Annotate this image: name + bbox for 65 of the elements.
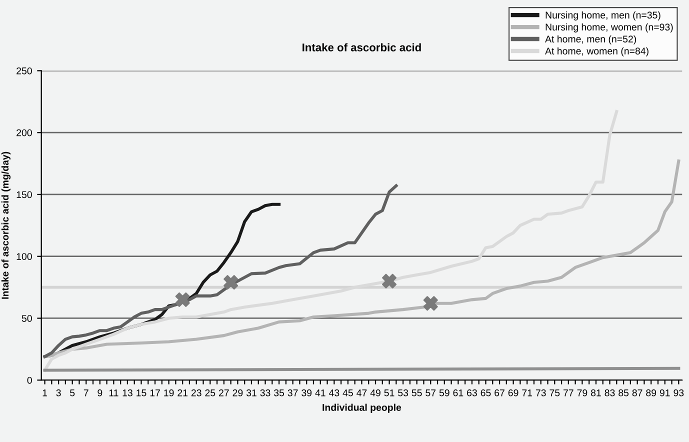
x-tick-label: 83	[604, 389, 615, 396]
x-tick-label: 87	[632, 389, 642, 396]
x-tick-label: 93	[674, 389, 684, 396]
legend-label: Nursing home, women (n=93)	[546, 23, 673, 32]
x-tick-label: 33	[260, 389, 270, 396]
x-tick-label: 67	[494, 389, 504, 396]
x-tick-label: 5	[70, 390, 75, 396]
x-tick-label: 89	[646, 389, 656, 396]
x-tick-label: 3	[56, 389, 61, 396]
y-tick-label: 150	[16, 191, 32, 198]
x-tick-label: 25	[205, 389, 216, 396]
x-tick-label: 53	[398, 389, 408, 396]
x-tick-label: 43	[328, 389, 340, 396]
point	[224, 275, 238, 290]
x-tick-label: 59	[439, 389, 450, 396]
y-tick-label: 0	[27, 376, 32, 384]
x-tick-label: 1	[42, 390, 48, 396]
x-tick-label: 91	[660, 389, 670, 396]
x-tick-label: 73	[536, 389, 546, 396]
point	[382, 274, 397, 288]
x-tick-label: 63	[467, 389, 477, 396]
point	[423, 296, 438, 311]
point	[175, 292, 190, 307]
y-tick-label: 100	[16, 253, 32, 260]
x-tick-label: 27	[219, 389, 229, 396]
x-tick-label: 65	[480, 389, 491, 396]
x-tick-label: 19	[164, 389, 174, 396]
x-axis-title: Individual people	[322, 404, 402, 413]
x-tick-label: 79	[577, 389, 588, 396]
line-series	[43, 160, 680, 358]
x-tick-label: 17	[150, 390, 160, 396]
legend-label: At home, men (n=52)	[545, 35, 636, 44]
y-tick-label: 50	[22, 314, 32, 322]
y-axis-title: Intake of ascorbic acid (mg/day)	[1, 152, 11, 299]
x-tick-label: 29	[232, 389, 243, 396]
y-tick-label: 200	[16, 129, 32, 136]
x-tick-label: 39	[302, 389, 312, 396]
x-tick-label: 85	[618, 389, 629, 396]
x-tick-label: 71	[522, 390, 532, 396]
x-tick-label: 9	[98, 389, 102, 396]
x-tick-label: 49	[370, 389, 380, 396]
x-tick-label: 7	[84, 390, 88, 396]
x-tick-label: 13	[122, 389, 132, 396]
x-tick-label: 41	[315, 390, 326, 396]
x-tick-label: 61	[453, 389, 464, 396]
x-tick-label: 15	[136, 390, 146, 396]
x-tick-label: 47	[356, 390, 367, 396]
x-tick-label: 57	[426, 390, 436, 396]
y-tick-label: 250	[16, 67, 32, 74]
legend-label: At home, women (n=84)	[545, 47, 648, 56]
x-tick-label: 21	[178, 389, 188, 396]
x-tick-label: 75	[550, 390, 560, 396]
chart-title: Intake of ascorbic acid	[302, 43, 421, 52]
x-tick-label: 11	[109, 390, 118, 396]
x-tick-label: 69	[508, 389, 518, 396]
x-tick-label: 23	[191, 389, 202, 396]
x-tick-label: 35	[274, 389, 284, 396]
x-tick-label: 77	[564, 390, 574, 396]
x-tick-label: 31	[246, 389, 256, 396]
x-tick-label: 45	[342, 390, 353, 396]
x-tick-label: 37	[288, 389, 298, 396]
x-tick-label: 81	[591, 389, 601, 396]
x-tick-label: 55	[412, 390, 422, 396]
legend-label: Nursing home, men (n=35)	[546, 11, 660, 20]
x-tick-label: 51	[384, 390, 394, 396]
